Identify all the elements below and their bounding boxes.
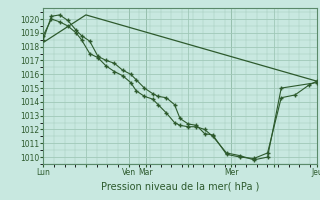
X-axis label: Pression niveau de la mer( hPa ): Pression niveau de la mer( hPa ) [101, 181, 259, 191]
